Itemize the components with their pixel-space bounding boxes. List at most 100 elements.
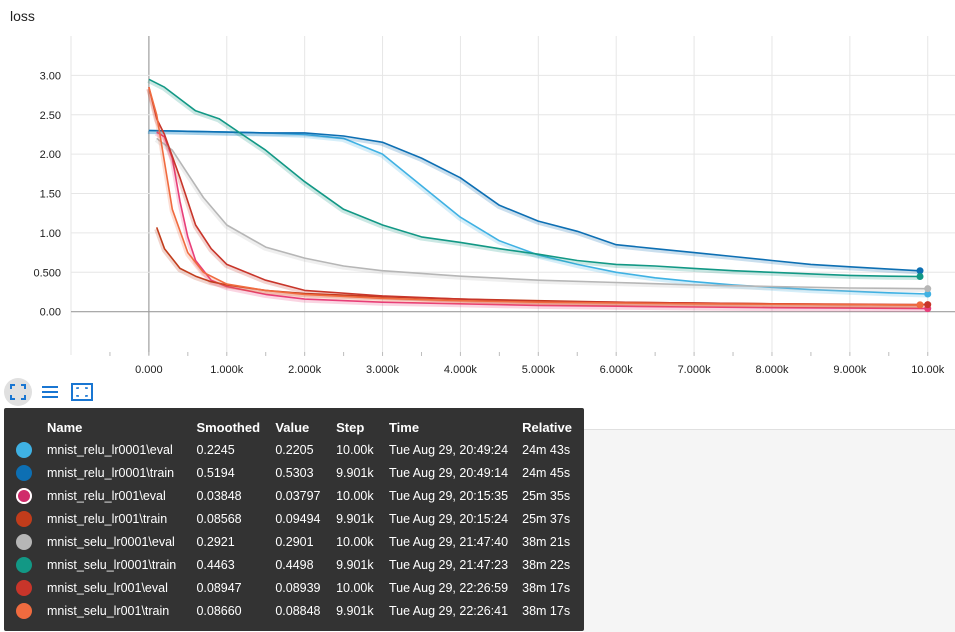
cell-value: 0.08939: [275, 580, 321, 595]
tooltip-header-row: Name Smoothed Value Step Time Relative: [16, 416, 584, 438]
time-header: Time: [388, 419, 420, 435]
cell-smoothed: 0.4463: [196, 557, 235, 572]
smoothed-header: Smoothed: [196, 419, 261, 435]
series-line[interactable]: [148, 86, 921, 306]
cell-relative: 38m 17s: [522, 603, 571, 618]
value-header: Value: [275, 419, 310, 435]
x-tick-label: 4.000k: [444, 364, 478, 376]
series-raw-line: [147, 79, 920, 280]
series-swatch-cell: [16, 599, 47, 622]
expand-frame-icon: [71, 383, 93, 401]
y-tick-label: 1.00: [40, 228, 61, 240]
x-tick-label: 0.000: [135, 364, 163, 376]
cell-time: Tue Aug 29, 20:15:24: [388, 511, 509, 526]
cell-time: Tue Aug 29, 20:15:35: [388, 488, 509, 503]
y-tick-label: 0.00: [40, 307, 61, 319]
series-raw-line: [154, 228, 920, 309]
tooltip-row: mnist_relu_lr0001\train 0.5194 0.5303 9.901…: [16, 461, 584, 484]
series-color-swatch: [16, 602, 32, 619]
cell-relative: 25m 37s: [522, 511, 571, 526]
series-endpoint-marker[interactable]: [924, 285, 932, 293]
cell-time: Tue Aug 29, 22:26:41: [388, 603, 509, 618]
series-endpoint-marker[interactable]: [916, 267, 924, 275]
tooltip-row: mnist_relu_lr001\eval 0.03848 0.03797 10.00…: [16, 484, 584, 507]
series-endpoint-marker[interactable]: [924, 301, 932, 309]
series-raw-line: [147, 131, 920, 275]
series-swatch-cell: [16, 530, 47, 553]
series-line[interactable]: [148, 78, 921, 278]
loss-chart[interactable]: 0.000 1.000k 2.000k 3.000k 4.000k 5.000k 6.000…: [0, 28, 955, 378]
cell-value: 0.4498: [275, 557, 314, 572]
series-raw-line: [154, 139, 927, 293]
fit-screen-icon: [10, 384, 26, 400]
series-endpoint-marker[interactable]: [924, 290, 932, 298]
cell-step: 10.00k: [336, 488, 374, 503]
series-line[interactable]: [148, 129, 921, 272]
chart-card-background: [584, 429, 955, 632]
series-color-swatch: [16, 579, 32, 596]
y-tick-label: 2.00: [40, 149, 61, 161]
series-color-swatch: [16, 510, 32, 527]
cell-smoothed: 0.03848: [196, 488, 242, 503]
cell-name: mnist_selu_lr0001\eval: [46, 534, 175, 549]
cell-name: mnist_relu_lr001\train: [46, 511, 168, 526]
cell-smoothed: 0.08660: [196, 603, 242, 618]
x-tick-label: 8.000k: [755, 364, 789, 376]
cell-time: Tue Aug 29, 21:47:40: [388, 534, 509, 549]
cell-smoothed: 0.08947: [196, 580, 242, 595]
cell-time: Tue Aug 29, 21:47:23: [388, 557, 509, 572]
x-tick-label: 6.000k: [600, 364, 634, 376]
x-tick-label: 5.000k: [522, 364, 556, 376]
y-tick-label: 3.00: [40, 70, 61, 82]
list-lines-icon: [42, 386, 58, 398]
expand-chart-button[interactable]: [68, 378, 96, 406]
x-tick-label: 10.00k: [911, 364, 945, 376]
series-line[interactable]: [156, 131, 928, 310]
x-tick-label: 3.000k: [366, 364, 400, 376]
y-tick-label: 0.500: [33, 267, 61, 279]
series-endpoint-marker[interactable]: [916, 301, 924, 309]
series-line[interactable]: [156, 137, 928, 290]
cell-value: 0.03797: [275, 488, 321, 503]
cell-smoothed: 0.5194: [196, 465, 235, 480]
series-swatch-cell: [16, 507, 47, 530]
series-swatch-cell: [16, 576, 47, 599]
cell-value: 0.09494: [275, 511, 321, 526]
series-color-swatch: [16, 533, 32, 550]
series-raw-line: [146, 88, 927, 309]
chart-toolbar: [4, 378, 100, 406]
series-swatch-cell: [16, 438, 47, 461]
cell-smoothed: 0.2245: [196, 442, 235, 457]
y-tick-label: 2.50: [40, 110, 61, 122]
step-header: Step: [336, 419, 365, 435]
fit-domain-button[interactable]: [4, 378, 32, 406]
series-color-swatch: [16, 556, 32, 573]
relative-header: Relative: [522, 419, 573, 435]
cell-name: mnist_relu_lr0001\train: [46, 465, 175, 480]
cell-time: Tue Aug 29, 20:49:14: [388, 465, 509, 480]
cell-relative: 24m 43s: [522, 442, 571, 457]
cell-value: 0.2901: [275, 534, 314, 549]
x-tick-label: 2.000k: [288, 364, 322, 376]
cell-step: 9.901k: [336, 465, 374, 480]
series-color-swatch: [16, 464, 32, 481]
series-color-swatch: [16, 487, 32, 504]
series-swatch-cell: [16, 461, 47, 484]
cell-smoothed: 0.2921: [196, 534, 235, 549]
cell-step: 10.00k: [336, 442, 374, 457]
series-swatch-cell: [16, 553, 47, 576]
cell-step: 9.901k: [336, 557, 374, 572]
tooltip-row: mnist_selu_lr001\train 0.08660 0.08848 9.90…: [16, 599, 584, 622]
chart-tooltip: Name Smoothed Value Step Time Relative m…: [4, 408, 584, 631]
cell-relative: 25m 35s: [522, 488, 571, 503]
cell-relative: 24m 45s: [522, 465, 571, 480]
tooltip-row: mnist_selu_lr0001\eval 0.2921 0.2901 10.00k…: [16, 530, 584, 553]
swatch-header: [16, 416, 47, 438]
tooltip-row: mnist_selu_lr0001\train 0.4463 0.4498 9.901…: [16, 553, 584, 576]
cell-step: 9.901k: [336, 511, 374, 526]
log-scale-toggle-button[interactable]: [36, 378, 64, 406]
series-endpoint-marker[interactable]: [916, 273, 924, 281]
tooltip-row: mnist_relu_lr001\train 0.08568 0.09494 9.90…: [16, 507, 584, 530]
series-color-swatch: [16, 441, 32, 458]
cell-time: Tue Aug 29, 20:49:24: [388, 442, 509, 457]
